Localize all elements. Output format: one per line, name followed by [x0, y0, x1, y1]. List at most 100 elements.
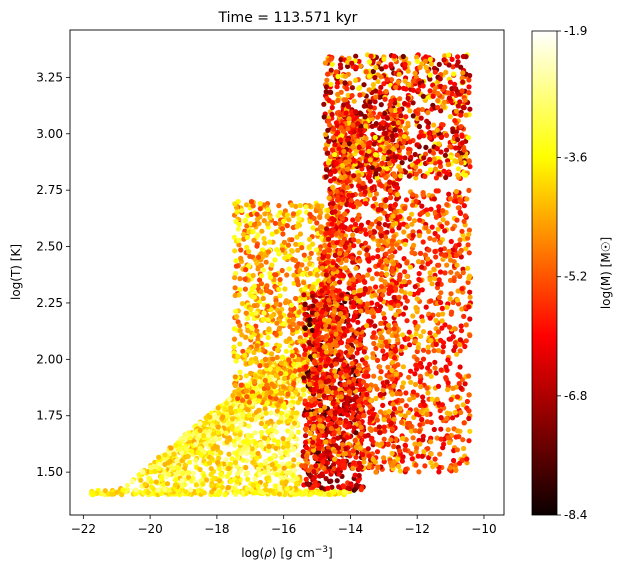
data-point [279, 480, 285, 486]
data-point [351, 283, 357, 289]
data-point [105, 491, 111, 497]
data-point [378, 233, 384, 239]
data-point [363, 355, 370, 361]
data-point [218, 450, 224, 456]
data-point [313, 267, 319, 273]
data-point [376, 424, 382, 430]
data-point [312, 482, 318, 489]
data-point [309, 310, 315, 316]
data-point [379, 441, 385, 447]
data-point [340, 196, 346, 203]
data-point [338, 292, 345, 298]
data-point [281, 465, 287, 471]
data-point [232, 382, 238, 389]
data-point [301, 280, 307, 286]
data-point [282, 286, 288, 292]
data-point [247, 253, 253, 259]
data-point [350, 448, 356, 454]
data-point [371, 196, 378, 202]
data-point [312, 454, 318, 460]
data-point [350, 317, 356, 323]
data-point [331, 415, 337, 422]
data-point [312, 360, 318, 366]
data-point [387, 188, 393, 194]
data-point [231, 485, 237, 491]
data-point [253, 356, 259, 362]
data-point [367, 403, 373, 409]
data-point [241, 231, 247, 237]
data-point [378, 369, 384, 375]
data-point [156, 466, 162, 472]
data-point [273, 272, 279, 278]
data-point [245, 407, 251, 413]
data-point [290, 477, 296, 484]
data-point [359, 185, 365, 191]
data-point [312, 353, 318, 359]
data-point [321, 393, 327, 399]
data-point [265, 303, 271, 309]
data-point [124, 482, 130, 488]
data-point [276, 203, 282, 209]
data-point [378, 226, 384, 232]
data-point [316, 432, 323, 439]
data-point [158, 476, 165, 482]
data-point [293, 389, 299, 395]
data-point [210, 439, 216, 445]
data-point [358, 308, 364, 314]
data-point [308, 491, 314, 497]
data-point [355, 319, 361, 325]
data-point [335, 335, 341, 341]
data-point [342, 265, 348, 271]
data-point [325, 378, 332, 384]
data-point [156, 454, 162, 460]
data-point [350, 465, 356, 471]
data-point [209, 483, 215, 489]
data-point [257, 471, 263, 477]
data-point [254, 328, 260, 334]
data-point [344, 398, 350, 404]
data-point [313, 247, 319, 253]
data-point [361, 413, 367, 419]
data-point [291, 380, 297, 387]
data-point [259, 228, 265, 234]
data-point [276, 468, 282, 474]
data-point [148, 484, 155, 490]
data-point [351, 289, 357, 295]
data-point [284, 486, 290, 492]
data-point [381, 356, 387, 362]
data-point [262, 469, 268, 475]
data-point [277, 277, 283, 283]
data-point [240, 489, 246, 495]
data-point [188, 487, 194, 493]
data-point [371, 340, 377, 347]
data-point [124, 487, 130, 493]
data-point [284, 470, 290, 476]
data-point [384, 343, 390, 349]
data-point [251, 378, 258, 385]
data-point [242, 218, 248, 224]
data-point [384, 229, 390, 235]
data-point [146, 475, 152, 481]
data-point [219, 484, 225, 490]
data-point [294, 263, 300, 269]
data-point [365, 272, 371, 278]
data-point [269, 433, 275, 439]
data-point [337, 408, 343, 414]
data-point [341, 484, 347, 490]
data-point [361, 349, 367, 355]
data-point [301, 292, 307, 298]
data-point [389, 450, 395, 456]
data-point [268, 389, 274, 395]
data-point [294, 480, 300, 487]
data-point [307, 430, 313, 436]
data-point [319, 351, 325, 357]
data-point [294, 410, 300, 416]
data-point [349, 360, 355, 367]
data-point [240, 397, 246, 403]
data-point [350, 276, 356, 282]
data-point [325, 388, 332, 394]
data-point [264, 400, 270, 406]
data-point [321, 249, 327, 255]
data-point [394, 196, 400, 202]
data-point [341, 362, 347, 368]
